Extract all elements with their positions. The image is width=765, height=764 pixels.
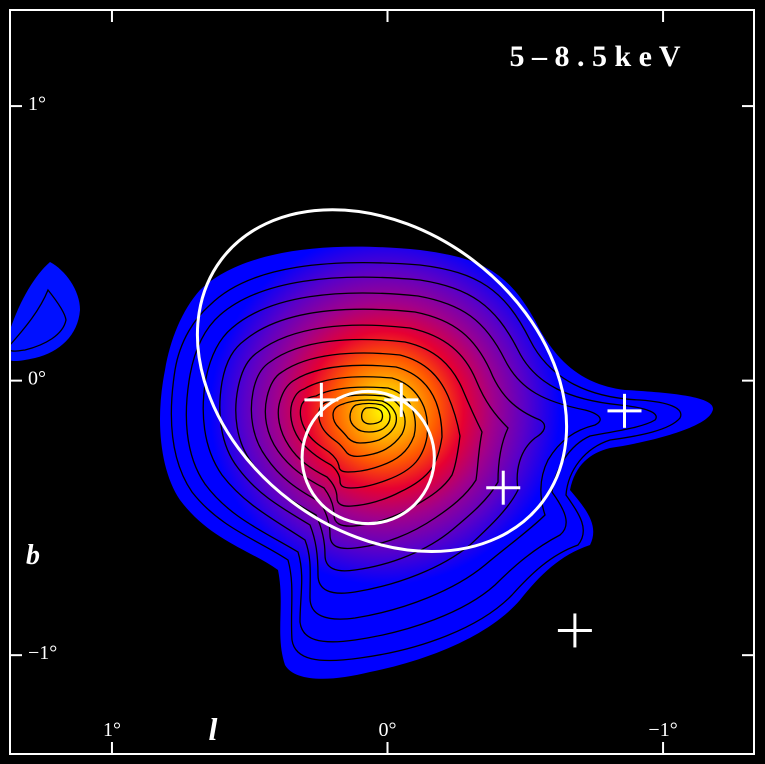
source-marker [486,470,521,505]
contour-line [360,406,384,425]
source-marker [557,613,592,648]
x-tick-label: −1° [648,719,677,741]
x-tick-label: 1° [103,719,121,741]
plot-title: 5 – 8 . 5 k e V [509,40,680,73]
y-tick-label: 1° [28,93,46,115]
plot-frame [9,9,755,755]
contour-line [349,402,391,433]
axis-ticks [10,10,754,754]
contour-group [9,262,682,662]
emission-region [160,246,714,679]
region-ellipse [195,208,569,553]
contour-line [290,376,429,489]
contour-line [9,288,67,352]
source-marker [607,393,642,428]
source-marker [384,382,419,417]
y-axis-label: b [26,540,40,571]
region-circle [300,389,436,526]
x-tick-label: 0° [379,719,397,741]
contour-line [250,338,483,550]
region-outlines [195,208,569,553]
y-tick-label: −1° [28,642,57,664]
source-markers [304,382,642,648]
contour-line [170,262,682,662]
contour-line [332,399,398,444]
x-axis-label: l [209,711,218,747]
contour-line [202,292,601,620]
emission-region-edge [10,262,80,362]
contour-line [185,276,657,643]
y-tick-label: 0° [28,368,46,390]
contour-line [235,324,509,572]
contour-line [219,308,546,594]
axis-tick-labels: 1° 0° −1° 1° 0° −1° [28,93,678,741]
contour-line [277,364,443,507]
source-marker [304,382,339,417]
